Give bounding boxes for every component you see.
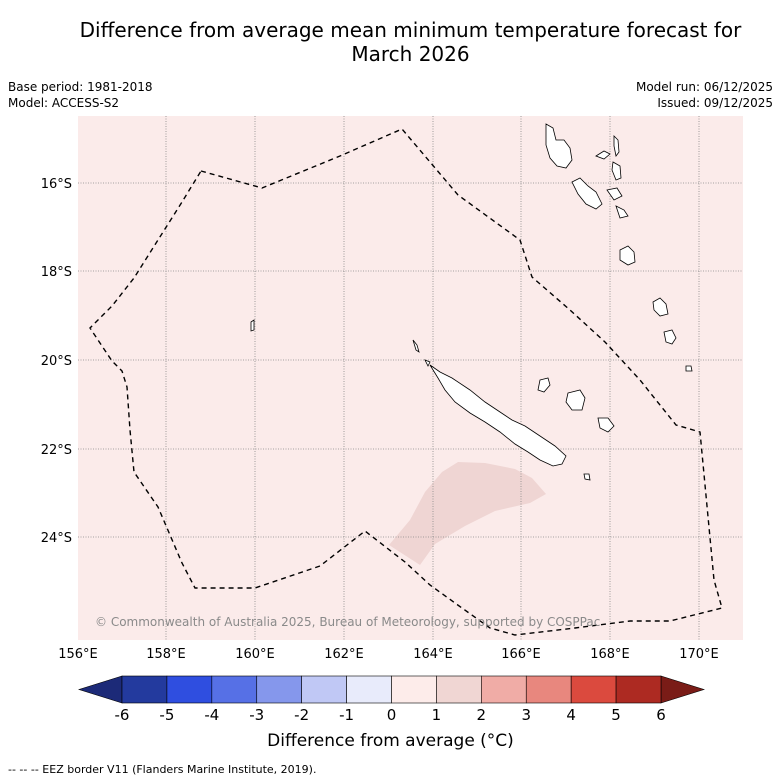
vanuatu-efate [619, 245, 636, 266]
lat-label: 16°S [41, 177, 72, 192]
loyalty-island-ouvea [537, 377, 551, 393]
gridlines [78, 116, 743, 640]
lat-label: 24°S [41, 531, 72, 546]
copyright-text: © Commonwealth of Australia 2025, Bureau… [95, 615, 600, 629]
colorbar-tick-label: -5 [159, 706, 174, 724]
meta-right: Model run: 06/12/2025 Issued: 09/12/2025 [636, 79, 773, 111]
vanuatu-erromango [652, 297, 669, 317]
coastlines [250, 123, 693, 481]
lon-label: 164°E [413, 647, 453, 662]
colorbar-tick-label: 2 [477, 706, 487, 724]
anomaly-region [389, 462, 546, 565]
vanuatu-island [615, 205, 629, 219]
vanuatu-island [606, 187, 623, 201]
vanuatu-pentecost [613, 135, 620, 157]
lon-label: 170°E [679, 647, 719, 662]
vanuatu-espiritu-santo [545, 123, 573, 169]
island [412, 339, 420, 353]
meta-left: Base period: 1981-2018 Model: ACCESS-S2 [8, 79, 153, 111]
colorbar-tick-label: 0 [387, 706, 397, 724]
colorbar-over-extension [660, 675, 706, 704]
vanuatu-island [611, 161, 622, 181]
vanuatu-island [595, 150, 611, 160]
colorbar-tick-label: -1 [339, 706, 354, 724]
lon-label: 162°E [324, 647, 364, 662]
lat-label: 22°S [41, 443, 72, 458]
lon-label: 166°E [501, 647, 541, 662]
island [424, 359, 431, 367]
vanuatu-aneityum [685, 365, 693, 372]
map-title: Difference from average mean minimum tem… [0, 18, 781, 66]
vanuatu-malekula [571, 177, 603, 210]
colorbar-segment [211, 675, 258, 704]
colorbar-segment [481, 675, 527, 704]
colorbar-segment [391, 675, 437, 704]
colorbar-segment [436, 675, 482, 704]
colorbar-tick-label: 3 [521, 706, 531, 724]
colorbar-segment [166, 675, 213, 704]
colorbar-tick-label: -3 [249, 706, 264, 724]
title-line-2: March 2026 [351, 42, 470, 66]
lat-axis: 16°S 18°S 20°S 22°S 24°S [41, 177, 72, 546]
colorbar-segment [256, 675, 302, 704]
loyalty-island-mare [597, 417, 615, 433]
model-run: Model run: 06/12/2025 [635, 80, 773, 94]
lat-label: 18°S [41, 265, 72, 280]
colorbar-title: Difference from average (°C) [267, 731, 514, 751]
eez-footnote: -- -- -- EEZ border V11 (Flanders Marine… [8, 763, 317, 776]
colorbar-tick-label: -6 [115, 706, 130, 724]
lon-label: 168°E [590, 647, 630, 662]
base-period: Base period: 1981-2018 [8, 80, 153, 94]
colorbar-tick-label: -2 [294, 706, 309, 724]
lon-label: 158°E [146, 647, 186, 662]
chesterfield-islands [250, 319, 255, 332]
colorbar-segment [301, 675, 347, 704]
lon-label: 156°E [58, 647, 98, 662]
lon-axis: 156°E 158°E 160°E 162°E 164°E 166°E 168°… [58, 647, 719, 662]
colorbar-segment [525, 675, 572, 704]
model-name: Model: ACCESS-S2 [8, 96, 120, 110]
lon-label: 160°E [235, 647, 275, 662]
colorbar-segment [570, 675, 617, 704]
issued-date: Issued: 09/12/2025 [657, 96, 773, 110]
map-background [78, 116, 743, 640]
vanuatu-tanna [663, 329, 677, 345]
colorbar-segment [615, 675, 662, 704]
title-line-1: Difference from average mean minimum tem… [79, 18, 742, 42]
colorbar: -6 -5 -4 -3 -2 -1 0 1 2 3 4 5 6 [77, 675, 706, 724]
colorbar-tick-label: 6 [656, 706, 666, 724]
new-caledonia [429, 364, 567, 467]
colorbar-tick-label: -4 [204, 706, 219, 724]
lat-label: 20°S [41, 354, 72, 369]
colorbar-tick-label: 5 [611, 706, 621, 724]
colorbar-segment [121, 675, 168, 704]
eez-border-line [89, 128, 723, 636]
loyalty-island-lifou [565, 389, 586, 411]
island [583, 473, 591, 481]
colorbar-under-extension [77, 675, 123, 704]
colorbar-segment [346, 675, 392, 704]
colorbar-tick-label: 1 [432, 706, 442, 724]
colorbar-tick-label: 4 [566, 706, 576, 724]
